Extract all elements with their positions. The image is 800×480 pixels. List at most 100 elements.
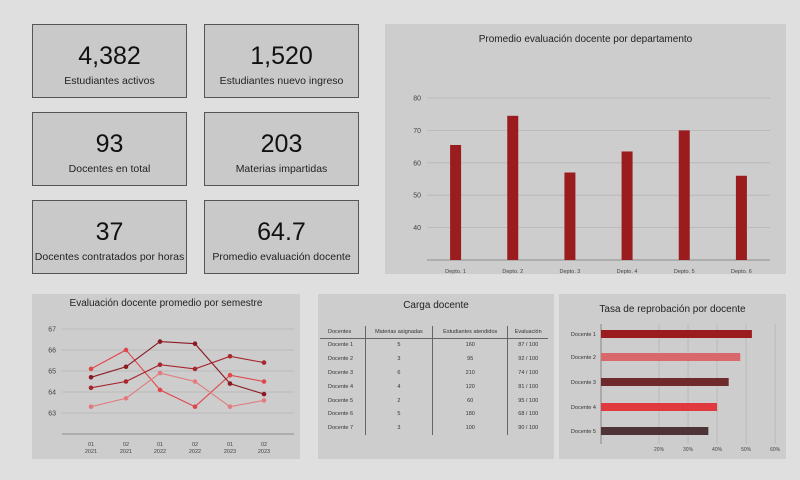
x-tick-label: Depto. 5 [674, 269, 695, 274]
x-tick-label: 2022 [154, 449, 166, 455]
table-cell: 68 / 100 [518, 411, 539, 418]
kpi-value: 93 [95, 130, 124, 158]
x-tick-label: Depto. 2 [502, 269, 523, 274]
table-cell: 180 [432, 407, 509, 422]
x-tick-label: 60% [770, 447, 781, 453]
y-tick-label: 65 [48, 369, 56, 376]
x-tick-label: 02 [261, 442, 267, 448]
kpi-value: 1,520 [250, 42, 313, 70]
data-point [192, 341, 198, 346]
column-header: Materias asignadas [365, 326, 434, 339]
table-cell: Docente 1 [320, 338, 366, 352]
table-row: Docente 2 3 95 92 / 100 [320, 351, 548, 366]
kpi-value: 37 [95, 218, 124, 246]
table-cell: 95 / 100 [518, 397, 539, 404]
x-tick-label: 40% [712, 447, 723, 453]
data-point [157, 339, 163, 344]
bar [678, 130, 690, 260]
data-point [227, 404, 233, 409]
x-tick-label: 2021 [85, 449, 97, 455]
table-cell: 210 [432, 365, 509, 380]
table-row: Docente 7 3 100 90 / 100 [320, 421, 548, 436]
dept-bar-chart-panel: Promedio evaluación docente por departam… [385, 24, 786, 274]
kpi-card-docentes-horas: 37 Docentes contratados por horas [32, 200, 187, 274]
x-tick-label: 2021 [120, 449, 132, 455]
data-point [123, 364, 129, 370]
chart-title: Promedio evaluación docente por departam… [478, 34, 693, 45]
y-tick-label: 70 [413, 128, 421, 135]
y-tick-label: Docente 5 [571, 429, 596, 435]
data-point [227, 354, 233, 359]
data-point [192, 379, 198, 384]
y-tick-label: 40 [413, 225, 421, 232]
table-cell: Docente 6 [320, 407, 366, 422]
column-header: Docentes [320, 326, 366, 339]
semester-line-chart-panel: Evaluación docente promedio por semestre… [32, 294, 300, 459]
table-cell: Docente 4 [320, 379, 366, 394]
table-title: Carga docente [403, 300, 469, 311]
y-tick-label: 63 [48, 411, 56, 418]
kpi-card-docentes-total: 93 Docentes en total [32, 112, 187, 186]
table-cell: 2 [365, 393, 434, 408]
table-row: Docente 1 5 160 87 / 100 [320, 338, 548, 352]
data-point [261, 398, 267, 403]
table-cell: 3 [365, 421, 434, 436]
kpi-label: Estudiantes activos [64, 75, 155, 87]
table-row: Docente 5 2 60 95 / 100 [320, 393, 548, 408]
bar [601, 427, 709, 435]
x-tick-label: 2023 [224, 449, 236, 455]
bar [601, 330, 752, 338]
table-cell: 4 [365, 379, 434, 394]
kpi-value: 4,382 [78, 42, 141, 70]
data-point [261, 360, 267, 365]
x-tick-label: 02 [123, 442, 129, 448]
carga-docente-panel: Carga docente Docentes Materias asignada… [318, 294, 554, 459]
table-cell: Docente 5 [320, 393, 366, 408]
table-cell: 6 [365, 365, 434, 380]
table-cell: 92 / 100 [518, 355, 539, 362]
table-cell: 120 [432, 379, 509, 394]
x-tick-label: 01 [227, 442, 233, 448]
x-tick-label: Depto. 4 [617, 269, 638, 274]
column-header: Estudiantes atendidos [432, 326, 509, 339]
kpi-card-nuevo-ingreso: 1,520 Estudiantes nuevo ingreso [204, 24, 359, 98]
kpi-value: 203 [260, 130, 303, 158]
kpi-label: Estudiantes nuevo ingreso [219, 75, 344, 87]
table-row: Docente 3 6 210 74 / 100 [320, 365, 548, 380]
kpi-card-promedio-evaluacion: 64.7 Promedio evaluación docente [204, 200, 359, 274]
chart-title: Tasa de reprobación por docente [599, 304, 746, 315]
y-tick-label: 67 [48, 327, 56, 334]
x-tick-label: Depto. 1 [445, 269, 466, 274]
table-cell: 81 / 100 [518, 383, 539, 390]
table-cell: 60 [432, 393, 509, 408]
table-cell: 87 / 100 [518, 342, 539, 349]
x-tick-label: Depto. 3 [560, 269, 581, 274]
data-point [88, 366, 94, 372]
data-point [88, 404, 94, 409]
x-tick-label: 50% [741, 447, 752, 453]
table-cell: 3 [365, 351, 434, 366]
table-cell: 95 [432, 351, 509, 366]
y-tick-label: 66 [48, 348, 56, 355]
table-cell: 100 [432, 421, 509, 436]
data-point [157, 370, 163, 376]
table-cell: 74 / 100 [518, 369, 539, 376]
data-point [123, 347, 129, 353]
x-tick-label: 2022 [189, 449, 201, 455]
dept-bar-chart: 40 50 60 70 80 Depto. 1 Depto. 2 Depto. 3 Depto.… [413, 96, 770, 274]
y-tick-label: Docente 4 [571, 405, 596, 411]
table-row: Docente 6 5 180 68 / 100 [320, 407, 548, 422]
kpi-label: Promedio evaluación docente [212, 251, 351, 263]
data-point [88, 375, 94, 380]
series-line [90, 341, 265, 395]
semester-line-chart: 6364656667012021022021012022022022012023… [48, 327, 294, 455]
table-cell: 5 [365, 338, 434, 352]
data-point [88, 385, 94, 391]
table-cell: Docente 2 [320, 351, 366, 366]
series-line [90, 355, 265, 389]
y-tick-label: 64 [48, 390, 56, 397]
kpi-card-estudiantes-activos: 4,382 Estudiantes activos [32, 24, 187, 98]
data-point [123, 379, 129, 384]
chart-title: Evaluación docente promedio por semestre [69, 298, 263, 309]
data-point [261, 379, 267, 384]
